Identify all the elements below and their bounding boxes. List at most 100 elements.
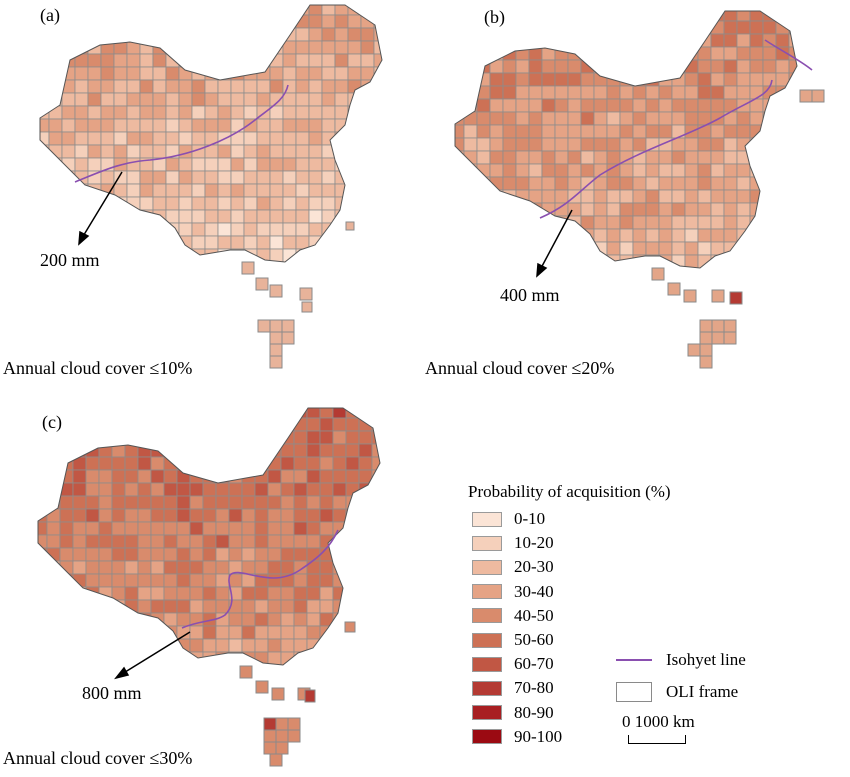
oli-frame-tile [580, 202, 595, 217]
oli-frame-tile [334, 144, 349, 159]
oli-frame-tile [87, 235, 102, 250]
oli-frame-tile [217, 196, 232, 211]
oli-frame-tile [455, 254, 465, 268]
oli-frame-tile [59, 625, 74, 640]
oli-frame-tile [152, 66, 167, 81]
oli-frame-tile [126, 261, 141, 262]
oli-frame-tile [100, 66, 115, 81]
oli-frame-tile [332, 456, 347, 471]
oli-frame-tile [697, 254, 712, 268]
oli-frame-tile [215, 482, 230, 497]
oli-frame-tile [48, 131, 63, 146]
oli-frame-tile [124, 508, 139, 523]
oli-frame-tile [228, 612, 243, 627]
oli-frame-tile [762, 46, 777, 61]
oli-frame-tile [204, 157, 219, 172]
oli-frame-tile [632, 189, 647, 204]
oli-frame-tile [463, 46, 478, 61]
oli-frame-tile [189, 638, 204, 653]
oli-frame-tile [489, 150, 504, 165]
oli-frame-tile [176, 664, 191, 665]
oli-frame-tile [85, 599, 100, 614]
oli-frame-tile [241, 625, 256, 640]
oli-frame-tile [684, 98, 699, 113]
oli-frame-tile [126, 66, 141, 81]
oli-frame-tile [280, 664, 295, 665]
oli-frame-tile [87, 92, 102, 107]
oli-frame-tile [254, 612, 269, 627]
oli-frame-tile [554, 176, 569, 191]
oli-frame-tile [111, 430, 126, 445]
oli-frame-tile [241, 534, 256, 549]
oli-frame-tile [358, 521, 373, 536]
oli-frame-tile [373, 183, 382, 198]
oli-frame-tile [775, 137, 790, 152]
oli-frame-tile [308, 131, 323, 146]
oli-frame-tile [269, 79, 284, 94]
oli-frame-tile [358, 651, 373, 665]
oli-frame-tile [256, 196, 271, 211]
oli-frame-tile [775, 85, 790, 100]
oli-frame-tile [61, 92, 76, 107]
oli-frame-tile [215, 547, 230, 562]
oli-frame-tile [619, 124, 634, 139]
oli-frame-tile [241, 482, 256, 497]
oli-frame-tile [347, 183, 362, 198]
oli-frame-tile [282, 248, 297, 262]
panel-c-caption: Annual cloud cover ≤30% [3, 748, 192, 768]
oli-frame-tile [749, 11, 764, 22]
oli-frame-tile [243, 209, 258, 224]
oli-frame-tile [126, 14, 141, 29]
oli-frame-tile [658, 33, 673, 48]
oli-frame-tile [202, 534, 217, 549]
oli-frame-tile [360, 170, 375, 185]
oli-frame-tile [243, 5, 258, 16]
oli-frame-tile [319, 625, 334, 640]
oli-frame-tile [204, 14, 219, 29]
oli-frame-tile [762, 176, 777, 191]
oli-frame-tile [137, 573, 152, 588]
oli-frame-tile [489, 137, 504, 152]
oli-frame-tile [267, 573, 282, 588]
oli-frame-tile [528, 241, 543, 256]
oli-frame-tile [59, 508, 74, 523]
oli-frame-tile [100, 170, 115, 185]
legend-swatch [472, 729, 502, 745]
oli-frame-tile [256, 261, 271, 262]
oli-frame-tile [59, 664, 74, 665]
oli-frame-tile [332, 430, 347, 445]
oli-frame-tile [645, 189, 660, 204]
oli-frame-tile [489, 163, 504, 178]
oli-frame-tile [619, 85, 634, 100]
oli-frame-tile [126, 27, 141, 42]
oli-frame-tile [788, 202, 797, 217]
oli-frame-tile [85, 495, 100, 510]
oli-frame-tile [684, 176, 699, 191]
oli-frame-tile [476, 241, 491, 256]
oli-frame-tile [61, 209, 76, 224]
oli-frame-tile [347, 14, 362, 29]
oli-frame-tile [723, 176, 738, 191]
oli-frame-tile [204, 196, 219, 211]
oli-frame-tile [191, 183, 206, 198]
oli-frame-tile [59, 586, 74, 601]
oli-frame-tile [306, 469, 321, 484]
oli-frame-tile [710, 189, 725, 204]
oli-frame-tile [113, 131, 128, 146]
oli-frame-tile [139, 79, 154, 94]
oli-frame-tile [541, 11, 556, 22]
oli-frame-tile [126, 235, 141, 250]
oli-frame-tile [282, 118, 297, 133]
oli-frame-tile [126, 131, 141, 146]
legend-class-label: 60-70 [514, 654, 554, 674]
oli-frame-tile [48, 53, 63, 68]
oli-frame-tile [163, 508, 178, 523]
oli-frame-tile [87, 27, 102, 42]
oli-frame-tile [515, 150, 530, 165]
oli-frame-tile [72, 417, 87, 432]
oli-frame-tile [710, 72, 725, 87]
oli-frame-tile [38, 560, 48, 575]
oli-frame-tile [204, 261, 219, 262]
oli-frame-tile [332, 408, 347, 419]
oli-frame-tile [321, 27, 336, 42]
